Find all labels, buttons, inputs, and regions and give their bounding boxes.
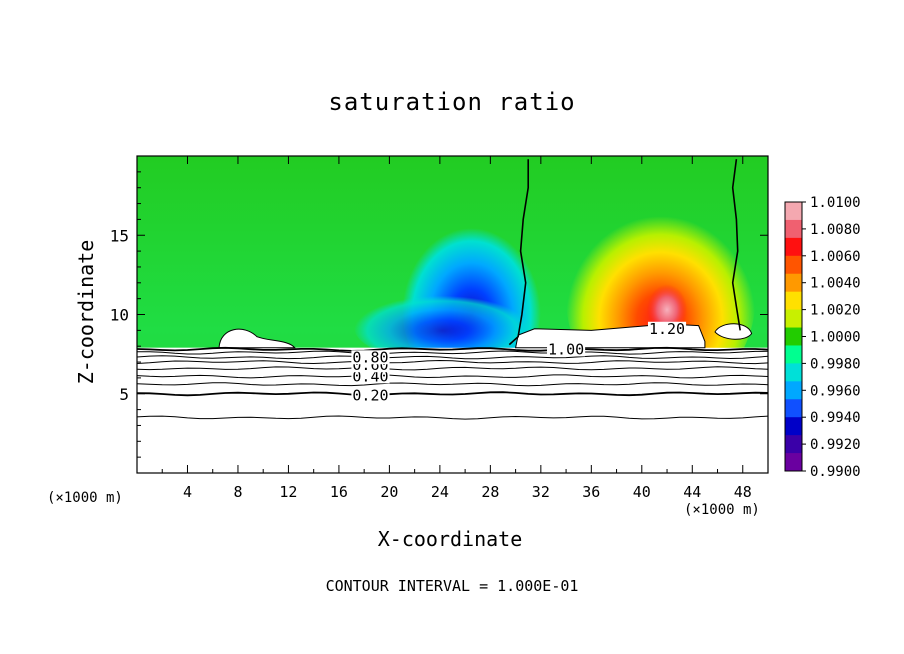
x-tick-label: 48 [734, 483, 752, 501]
field-lower-cover [137, 347, 768, 473]
cloud-far-right [714, 323, 753, 340]
contour-line [137, 346, 768, 352]
contour-line [137, 391, 768, 397]
colorbar-label: 0.9940 [810, 410, 861, 426]
heatmap-field [137, 156, 768, 473]
x-unit-label-left: (×1000 m) [47, 490, 123, 506]
contour-line [137, 382, 768, 387]
colorbar-label: 1.0060 [810, 249, 861, 265]
colorbar-swatch [785, 202, 802, 221]
y-tick-label: 5 [119, 385, 129, 404]
colorbar-swatch [785, 453, 802, 472]
contour-1.0000-right [731, 159, 741, 331]
colorbar-swatch [785, 219, 802, 239]
colorbar-label: 1.0020 [810, 303, 861, 319]
colorbar-swatch [785, 363, 802, 382]
colorbar-label: 0.9920 [810, 437, 861, 453]
colorbar-label: 0.9960 [810, 383, 861, 399]
colorbar-swatch [785, 435, 802, 454]
contour-label: 0.80 [352, 348, 388, 366]
colorbar-label: 0.9980 [810, 356, 861, 372]
chart-title: saturation ratio [328, 88, 576, 116]
x-tick-label: 32 [532, 483, 550, 501]
colorbar-swatch [785, 273, 802, 293]
x-tick-label: 16 [330, 483, 348, 501]
x-unit-label-right: (×1000 m) [684, 502, 760, 518]
colorbar-swatch [785, 237, 802, 257]
x-tick-label: 8 [233, 483, 242, 501]
x-axis-label: X-coordinate [377, 527, 523, 551]
colorbar: 1.0100 1.0080 1.0060 1.0040 1.0020 1.0000 0.99… [784, 195, 861, 480]
cloud-left [218, 328, 296, 349]
contour-line [137, 350, 768, 355]
contour-label-bg [351, 388, 390, 403]
contour-label: 0.20 [352, 386, 388, 404]
colorbar-label: 0.9900 [810, 464, 861, 480]
contour-lines: 0.200.400.600.80 1.001.20 [137, 159, 768, 420]
contour-line [137, 355, 768, 360]
x-tick-label: 36 [582, 483, 600, 501]
colorbar-swatch [785, 417, 802, 436]
contour-label-bg [351, 369, 390, 384]
colorbar-swatch [785, 345, 802, 364]
y-tick-label: 15 [110, 226, 129, 245]
contour-label-bg [647, 321, 687, 336]
contour-1.0000-left [508, 159, 529, 346]
colorbar-swatch [785, 309, 802, 329]
colorbar-label: 1.0000 [810, 330, 861, 346]
colorbar-label: 1.0040 [810, 276, 861, 292]
x-tick-label: 28 [481, 483, 499, 501]
colorbar-swatch [785, 291, 802, 311]
contour-line [137, 366, 768, 371]
contour-label: 1.20 [649, 320, 685, 338]
x-tick-label: 44 [683, 483, 701, 501]
y-axis-label: Z-coordinate [74, 239, 98, 385]
colorbar-label: 1.0080 [810, 222, 861, 238]
x-tick-label: 20 [380, 483, 398, 501]
colorbar-swatch [785, 399, 802, 418]
colorbar-label: 1.0100 [810, 195, 861, 211]
colorbar-swatch [785, 255, 802, 275]
contour-label-bg [547, 342, 586, 357]
dry-plume-base [354, 292, 531, 363]
contour-line [137, 415, 768, 420]
contour-interval-note: CONTOUR INTERVAL = 1.000E-01 [325, 577, 579, 595]
y-tick-label: 10 [110, 306, 129, 325]
x-tick-label: 4 [183, 483, 192, 501]
x-tick-label: 12 [279, 483, 297, 501]
colorbar-swatch [785, 327, 802, 346]
contour-line [137, 374, 768, 379]
contour-label-bg [351, 350, 390, 365]
colorbar-swatch [785, 381, 802, 400]
x-tick-label: 40 [633, 483, 651, 501]
contour-line [137, 359, 768, 365]
x-tick-label: 24 [431, 483, 449, 501]
contour-label: 1.00 [548, 340, 584, 358]
